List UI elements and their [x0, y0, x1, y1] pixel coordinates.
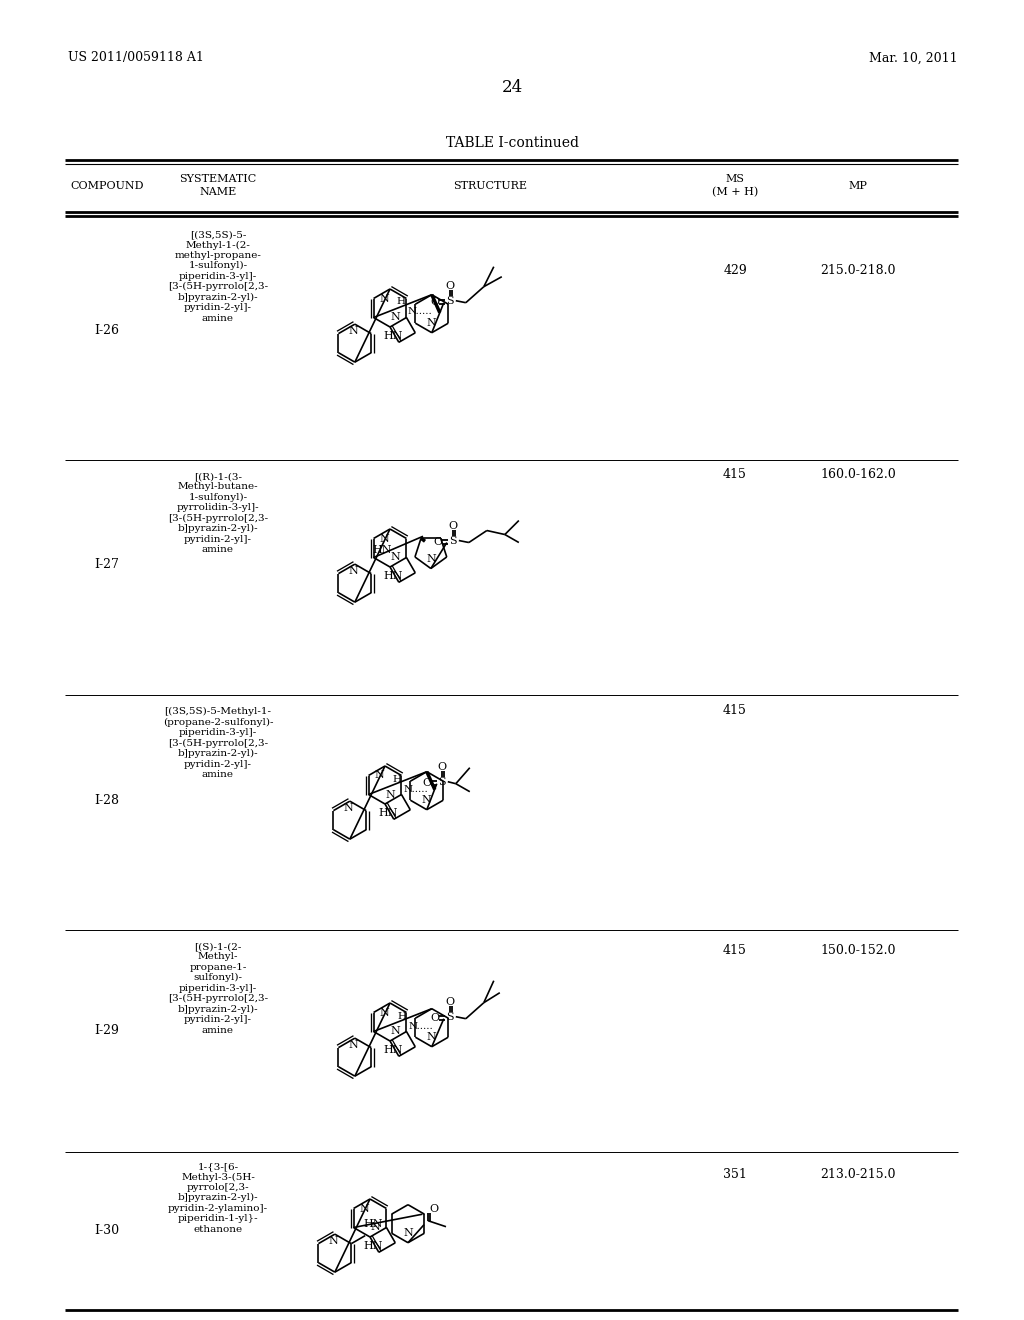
- Text: N: N: [380, 1007, 389, 1018]
- Text: S: S: [446, 1011, 454, 1022]
- Text: I-30: I-30: [94, 1224, 120, 1237]
- Text: HN: HN: [379, 808, 398, 817]
- Text: O: O: [430, 297, 439, 306]
- Text: N.....: N.....: [408, 306, 432, 315]
- Text: 213.0-215.0: 213.0-215.0: [820, 1168, 896, 1181]
- Text: N.....: N.....: [403, 784, 428, 793]
- Text: 24: 24: [502, 79, 522, 96]
- Text: N: N: [403, 1228, 413, 1238]
- Text: MP: MP: [849, 181, 867, 191]
- Text: O: O: [449, 520, 458, 531]
- Text: NAME: NAME: [200, 187, 237, 197]
- Text: N: N: [386, 789, 395, 800]
- Text: S: S: [450, 536, 457, 545]
- Text: I-26: I-26: [94, 323, 120, 337]
- Text: N: N: [391, 1027, 400, 1036]
- Text: I-28: I-28: [94, 793, 120, 807]
- Text: N: N: [348, 1040, 357, 1051]
- Text: 429: 429: [723, 264, 746, 276]
- Text: [(S)-1-(2-
Methyl-
propane-1-
sulfonyl)-
piperidin-3-yl]-
[3-(5H-pyrrolo[2,3-
b]: [(S)-1-(2- Methyl- propane-1- sulfonyl)-…: [168, 942, 268, 1035]
- Text: 351: 351: [723, 1168, 746, 1181]
- Text: 1-{3-[6-
Methyl-3-(5H-
pyrrolo[2,3-
b]pyrazin-2-yl)-
pyridin-2-ylamino]-
piperid: 1-{3-[6- Methyl-3-(5H- pyrrolo[2,3- b]py…: [168, 1162, 268, 1234]
- Text: N: N: [391, 313, 400, 322]
- Text: TABLE I-continued: TABLE I-continued: [445, 136, 579, 150]
- Text: [(R)-1-(3-
Methyl-butane-
1-sulfonyl)-
pyrrolidin-3-yl]-
[3-(5H-pyrrolo[2,3-
b]p: [(R)-1-(3- Methyl-butane- 1-sulfonyl)- p…: [168, 473, 268, 554]
- Text: O: O: [445, 997, 455, 1007]
- Text: N: N: [427, 318, 436, 327]
- Text: [(3S,5S)-5-
Methyl-1-(2-
methyl-propane-
1-sulfonyl)-
piperidin-3-yl]-
[3-(5H-py: [(3S,5S)-5- Methyl-1-(2- methyl-propane-…: [168, 230, 268, 323]
- Text: N: N: [422, 795, 432, 805]
- Text: [(3S,5S)-5-Methyl-1-
(propane-2-sulfonyl)-
piperidin-3-yl]-
[3-(5H-pyrrolo[2,3-
: [(3S,5S)-5-Methyl-1- (propane-2-sulfonyl…: [163, 708, 273, 779]
- Text: HN: HN: [384, 1044, 403, 1055]
- Text: O: O: [429, 1204, 438, 1213]
- Text: HN: HN: [364, 1241, 383, 1250]
- Text: N: N: [359, 1204, 370, 1213]
- Text: N.....: N.....: [409, 1022, 433, 1031]
- Text: N: N: [371, 1222, 381, 1233]
- Text: US 2011/0059118 A1: US 2011/0059118 A1: [68, 51, 204, 65]
- Text: (M + H): (M + H): [712, 187, 758, 197]
- Text: O: O: [433, 536, 442, 546]
- Text: N: N: [427, 1032, 436, 1041]
- Text: 215.0-218.0: 215.0-218.0: [820, 264, 896, 276]
- Text: N: N: [375, 771, 384, 780]
- Text: COMPOUND: COMPOUND: [71, 181, 143, 191]
- Text: N: N: [328, 1236, 338, 1246]
- Text: Mar. 10, 2011: Mar. 10, 2011: [869, 51, 958, 65]
- Text: S: S: [438, 776, 445, 787]
- Text: HN: HN: [364, 1218, 383, 1229]
- Text: 150.0-152.0: 150.0-152.0: [820, 944, 896, 957]
- Text: 415: 415: [723, 469, 746, 482]
- Text: N: N: [391, 553, 400, 562]
- Text: STRUCTURE: STRUCTURE: [453, 181, 527, 191]
- Text: N: N: [343, 803, 352, 813]
- Text: N: N: [348, 566, 357, 576]
- Text: O: O: [437, 762, 446, 772]
- Text: H: H: [396, 297, 406, 306]
- Text: N: N: [426, 553, 436, 564]
- Text: N: N: [348, 326, 357, 337]
- Text: H: H: [397, 1011, 407, 1020]
- Text: HN: HN: [373, 545, 392, 554]
- Text: H: H: [392, 775, 401, 784]
- Text: 415: 415: [723, 944, 746, 957]
- Text: O: O: [445, 281, 455, 290]
- Text: I-29: I-29: [94, 1023, 120, 1036]
- Text: S: S: [446, 296, 454, 306]
- Text: MS: MS: [725, 174, 744, 183]
- Text: 160.0-162.0: 160.0-162.0: [820, 469, 896, 482]
- Text: O: O: [430, 1012, 439, 1023]
- Text: SYSTEMATIC: SYSTEMATIC: [179, 174, 257, 183]
- Text: HN: HN: [384, 330, 403, 341]
- Text: N: N: [380, 293, 389, 304]
- Text: 415: 415: [723, 704, 746, 717]
- Text: O: O: [422, 777, 431, 788]
- Text: I-27: I-27: [94, 558, 120, 572]
- Text: HN: HN: [384, 570, 403, 581]
- Text: N: N: [380, 533, 389, 544]
